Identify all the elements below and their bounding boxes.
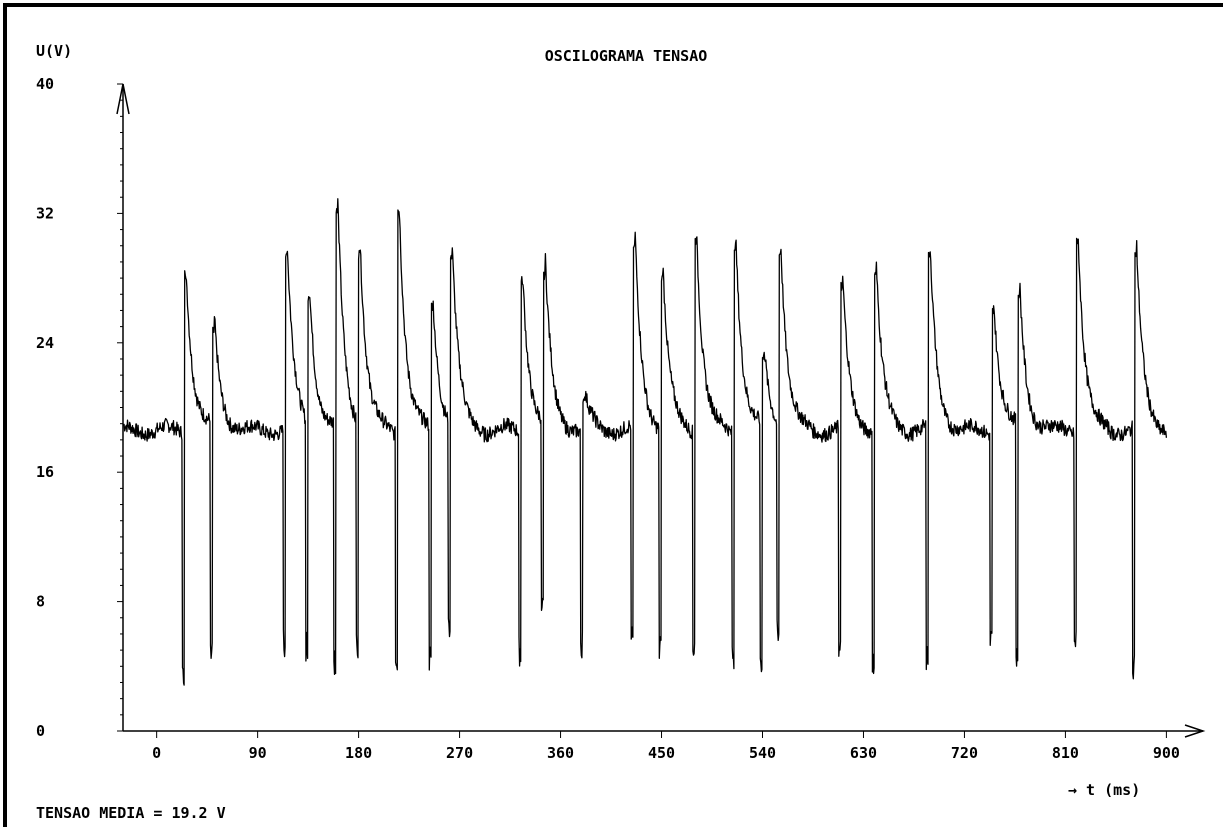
- voltage-trace: [123, 198, 1168, 686]
- y-tick-label: 0: [36, 722, 45, 740]
- y-tick-label: 40: [36, 75, 54, 93]
- y-tick-label: 24: [36, 334, 54, 352]
- x-tick-label: 810: [1052, 744, 1079, 762]
- x-axis-arrow: [1184, 724, 1206, 738]
- y-tick-label: 8: [36, 593, 45, 611]
- x-tick-label: 360: [547, 744, 574, 762]
- y-tick-label: 32: [36, 204, 54, 222]
- x-tick-label: 720: [951, 744, 978, 762]
- x-ticks: 0 90 180 270 360 450 540 630 720 810 900: [152, 731, 1180, 762]
- x-tick-label: 630: [850, 744, 877, 762]
- chart-title: OSCILOGRAMA TENSAO: [545, 47, 708, 65]
- y-tick-label: 16: [36, 463, 54, 481]
- y-axis-label: U(V): [36, 42, 72, 60]
- mean-voltage-label: TENSAO MEDIA = 19.2 V: [36, 804, 226, 822]
- x-tick-label: 540: [749, 744, 776, 762]
- x-tick-label: 900: [1153, 744, 1180, 762]
- x-tick-label: 270: [446, 744, 473, 762]
- x-tick-label: 450: [648, 744, 675, 762]
- x-tick-label: 180: [345, 744, 372, 762]
- y-ticks: 0 8 16 24 32 40: [36, 75, 123, 740]
- x-tick-label: 0: [152, 744, 161, 762]
- x-axis-label: → t (ms): [1068, 781, 1140, 799]
- x-tick-label: 90: [249, 744, 267, 762]
- chart-frame: [3, 3, 1223, 827]
